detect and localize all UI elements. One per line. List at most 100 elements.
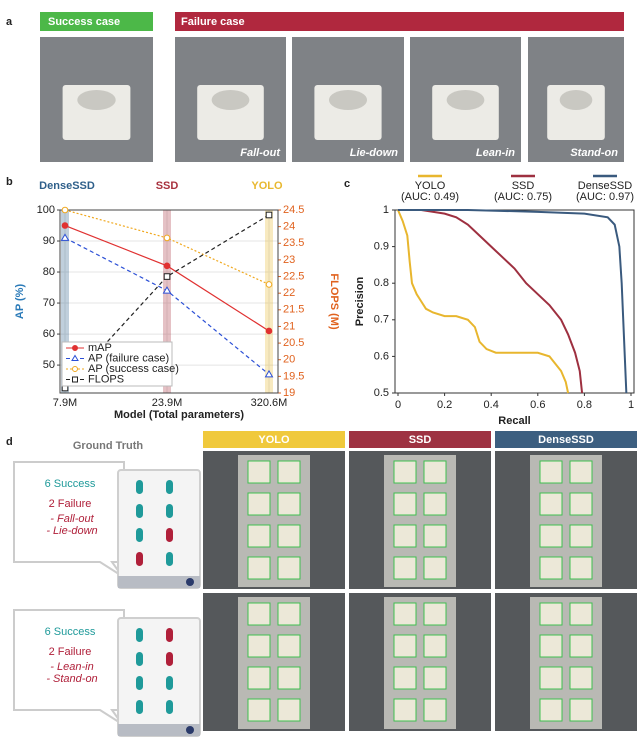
success-count: 6 Success bbox=[45, 478, 96, 490]
detection-box bbox=[277, 492, 301, 516]
column-label: SSD bbox=[156, 180, 179, 192]
detection-box bbox=[393, 666, 417, 690]
detection-box bbox=[277, 602, 301, 626]
detection-box bbox=[569, 666, 593, 690]
photo-hole bbox=[446, 90, 485, 110]
x-tick-label: 23.9M bbox=[152, 397, 183, 409]
detection-box bbox=[539, 602, 563, 626]
photo-caption: Lean-in bbox=[476, 147, 515, 159]
y2-tick-label: 24 bbox=[283, 221, 295, 233]
y2-tick-label: 22.5 bbox=[283, 270, 304, 282]
legend-label: YOLO bbox=[415, 180, 446, 192]
photo-hole bbox=[211, 90, 250, 110]
detection-box bbox=[393, 698, 417, 722]
point bbox=[61, 206, 69, 214]
y-tick-label: 0.8 bbox=[374, 277, 389, 289]
y2-tick-label: 24.5 bbox=[283, 204, 304, 216]
column-label: DenseSSD bbox=[39, 180, 95, 192]
detection-box bbox=[569, 460, 593, 484]
y2-tick-label: 20 bbox=[283, 354, 295, 366]
x-axis-title: Model (Total parameters) bbox=[114, 409, 244, 421]
model-header-label: DenseSSD bbox=[538, 434, 594, 446]
detection-box bbox=[277, 698, 301, 722]
model-header-label: SSD bbox=[409, 434, 432, 446]
model-header bbox=[495, 431, 637, 448]
y-axis-title: AP (%) bbox=[14, 284, 26, 320]
legend-note: (AUC: 0.75) bbox=[494, 191, 552, 203]
y-tick-label: 100 bbox=[37, 204, 55, 216]
y2-tick-label: 21.5 bbox=[283, 304, 304, 316]
detection-box bbox=[569, 524, 593, 548]
detection-box bbox=[423, 698, 447, 722]
failure-type: - Lean-in bbox=[50, 661, 93, 673]
detection-box bbox=[423, 460, 447, 484]
detection-box bbox=[539, 460, 563, 484]
y2-tick-label: 19 bbox=[283, 387, 295, 399]
y-tick-label: 0.9 bbox=[374, 241, 389, 253]
photo-caption: Lie-down bbox=[350, 147, 399, 159]
y-tick-label: 0.7 bbox=[374, 314, 389, 326]
legend-label: DenseSSD bbox=[578, 180, 632, 192]
detection-box bbox=[539, 634, 563, 658]
pr-curve bbox=[397, 209, 570, 394]
detection-box bbox=[393, 556, 417, 580]
x-tick-label: 0 bbox=[395, 399, 401, 411]
detection-box bbox=[423, 634, 447, 658]
failure-count: 2 Failure bbox=[49, 498, 92, 510]
failure-count: 2 Failure bbox=[49, 646, 92, 658]
legend-label: AP (failure case) bbox=[88, 352, 169, 364]
x-tick-label: 0.2 bbox=[437, 399, 452, 411]
point bbox=[265, 327, 273, 335]
legend-note: (AUC: 0.97) bbox=[576, 191, 634, 203]
model-header-label: YOLO bbox=[258, 434, 290, 446]
legend-marker bbox=[72, 376, 78, 383]
pr-curve bbox=[398, 209, 628, 394]
photo-hole bbox=[328, 90, 368, 110]
y-axis-title: Precision bbox=[354, 276, 366, 326]
legend-label: SSD bbox=[512, 180, 535, 192]
detection-box bbox=[247, 460, 271, 484]
point bbox=[163, 234, 171, 242]
rack-base bbox=[118, 576, 200, 588]
x-tick-label: 0.4 bbox=[484, 399, 499, 411]
x-tick-label: 7.9M bbox=[53, 397, 77, 409]
detection-box bbox=[393, 634, 417, 658]
model-band bbox=[61, 210, 69, 393]
success-object bbox=[136, 700, 143, 714]
y-tick-label: 80 bbox=[43, 266, 55, 278]
detection-box bbox=[247, 524, 271, 548]
legend-marker bbox=[71, 354, 79, 361]
panel-label: c bbox=[344, 178, 350, 190]
failure-object bbox=[166, 528, 173, 542]
photo-caption: Fall-out bbox=[240, 147, 281, 159]
plot-frame bbox=[59, 209, 279, 394]
point bbox=[163, 273, 171, 280]
detection-box bbox=[539, 698, 563, 722]
detection-box bbox=[247, 666, 271, 690]
detection-box bbox=[393, 524, 417, 548]
y-tick-label: 90 bbox=[43, 235, 55, 247]
success-object bbox=[136, 676, 143, 690]
failure-type: - Stand-on bbox=[46, 673, 97, 685]
x-tick-label: 0.8 bbox=[577, 399, 592, 411]
y2-tick-label: 21 bbox=[283, 320, 295, 332]
failure-label: Failure case bbox=[181, 16, 245, 28]
detection-box bbox=[569, 556, 593, 580]
detection-box bbox=[277, 666, 301, 690]
detection-box bbox=[247, 634, 271, 658]
y-tick-label: 1 bbox=[383, 204, 389, 216]
legend-box bbox=[61, 341, 173, 387]
failure-type: - Lie-down bbox=[46, 525, 97, 537]
detection-box bbox=[569, 634, 593, 658]
detection-box bbox=[247, 556, 271, 580]
panel-label: a bbox=[6, 16, 13, 28]
success-count: 6 Success bbox=[45, 626, 96, 638]
success-object bbox=[166, 676, 173, 690]
detection-box bbox=[569, 492, 593, 516]
point bbox=[265, 281, 273, 288]
photo-caption: Stand-on bbox=[570, 147, 618, 159]
model-band bbox=[163, 210, 171, 393]
detection-box bbox=[247, 492, 271, 516]
y2-tick-label: 20.5 bbox=[283, 337, 304, 349]
point bbox=[264, 369, 274, 378]
